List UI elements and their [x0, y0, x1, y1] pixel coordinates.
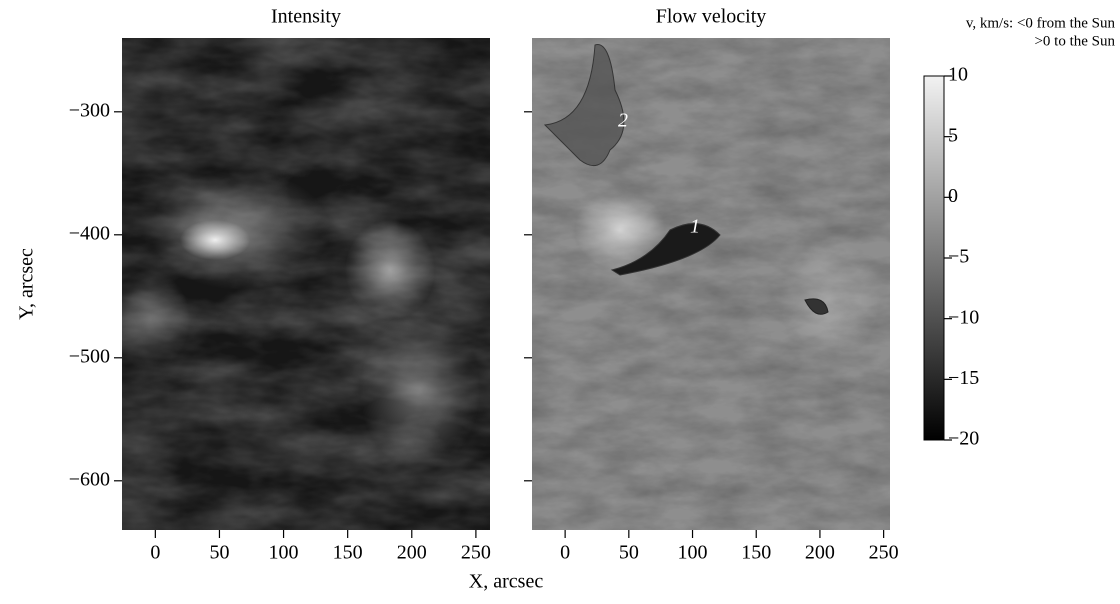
y-axis-label: Y, arcsec	[16, 248, 38, 320]
x-tick-label: 100	[678, 542, 708, 564]
x-tick-label: 0	[560, 542, 570, 564]
colorbar	[923, 75, 945, 441]
y-tick-label: −300	[69, 99, 110, 121]
colorbar-label: >0 to the Sun	[1034, 33, 1115, 49]
colorbar-tick-label: −20	[948, 428, 979, 450]
x-tick-label: 150	[741, 542, 771, 564]
x-tick-label: 100	[269, 542, 299, 564]
colorbar-tick-label: −15	[948, 367, 979, 389]
x-tick-label: 50	[209, 542, 229, 564]
y-tick-label: −400	[69, 222, 110, 244]
intensity-image	[110, 38, 490, 530]
colorbar-tick-label: 0	[948, 185, 958, 207]
colorbar-label: v, km/s: <0 from the Sun	[966, 15, 1116, 31]
x-tick-label: 150	[333, 542, 363, 564]
contour	[543, 44, 625, 167]
y-tick-label: −600	[69, 468, 110, 490]
x-tick-label: 50	[619, 542, 639, 564]
x-tick-label: 0	[150, 542, 160, 564]
x-tick-label: 250	[461, 542, 491, 564]
colorbar-tick-label: −10	[948, 306, 979, 328]
colorbar-tick-label: −5	[948, 246, 969, 268]
annotation: 2	[618, 110, 628, 132]
x-tick-label: 200	[397, 542, 427, 564]
x-tick-label: 200	[805, 542, 835, 564]
panel-title: Flow velocity	[656, 6, 767, 28]
contour	[610, 223, 721, 276]
contour	[804, 298, 829, 315]
y-tick-label: −500	[69, 345, 110, 367]
x-axis-label: X, arcsec	[469, 571, 544, 593]
colorbar-tick-label: 5	[948, 124, 958, 146]
velocity-image	[532, 38, 890, 530]
annotation: 1	[690, 216, 700, 238]
panel-title: Intensity	[271, 6, 341, 28]
colorbar-tick-label: 10	[948, 64, 968, 86]
x-tick-label: 250	[869, 542, 899, 564]
